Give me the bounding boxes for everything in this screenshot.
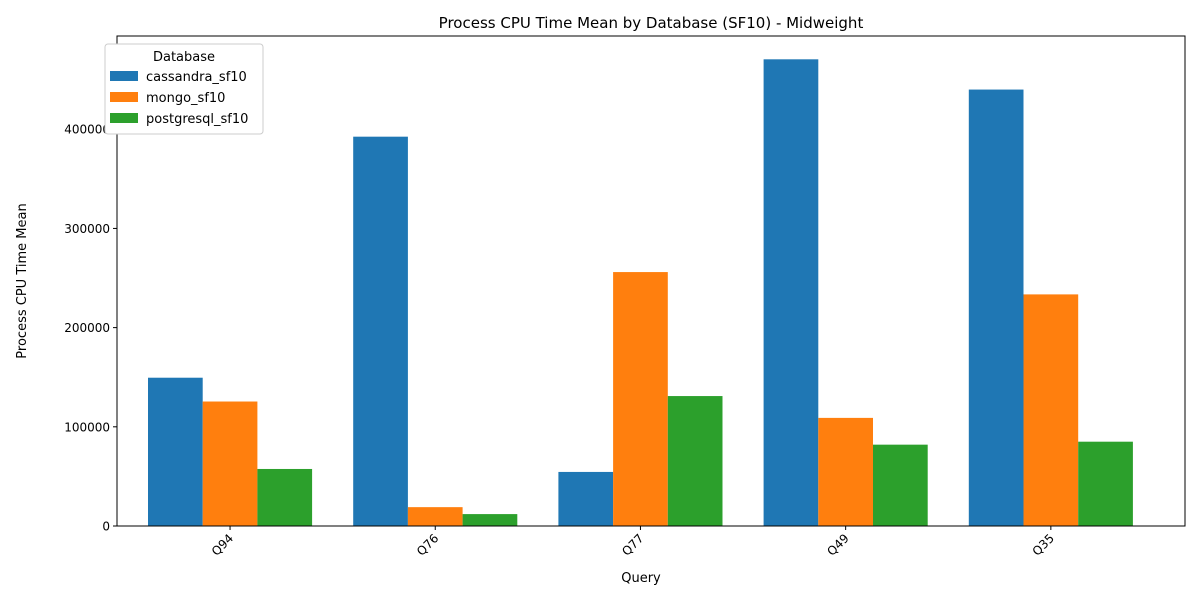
bar-cassandra_sf10-Q49 xyxy=(763,59,819,527)
legend: Database cassandra_sf10 mongo_sf10postgre… xyxy=(104,43,264,135)
bars-layer xyxy=(148,59,1133,527)
x-axis-label: Query xyxy=(621,571,661,586)
legend-swatch-mongo_sf10 xyxy=(110,92,138,102)
y-tick-label: 300000 xyxy=(64,222,110,236)
y-axis: 0 100000 200000 300000 400000 xyxy=(64,123,117,534)
legend-swatch-postgresql_sf10 xyxy=(110,113,138,123)
y-axis-label: Process CPU Time Mean xyxy=(15,203,30,358)
x-tick-label: Q35 xyxy=(1030,531,1057,558)
bar-postgresql_sf10-Q49 xyxy=(873,444,928,526)
y-tick-label: 400000 xyxy=(64,123,110,137)
x-tick-label: Q49 xyxy=(824,531,851,558)
chart-title: Process CPU Time Mean by Database (SF10)… xyxy=(439,14,864,32)
legend-label-cassandra_sf10: cassandra_sf10 xyxy=(146,70,247,85)
x-axis: Q94 Q76 Q77 Q49 Q35 xyxy=(209,526,1057,559)
bar-postgresql_sf10-Q77 xyxy=(667,396,723,526)
y-tick-label: 200000 xyxy=(64,321,110,335)
y-tick-label: 100000 xyxy=(64,420,110,434)
x-tick-label: Q77 xyxy=(619,531,646,558)
bar-cassandra_sf10-Q77 xyxy=(558,471,614,526)
y-tick-label: 0 xyxy=(102,520,110,534)
bar-mongo_sf10-Q94 xyxy=(202,401,258,526)
legend-swatch-cassandra_sf10 xyxy=(110,71,138,81)
bar-mongo_sf10-Q35 xyxy=(1023,294,1079,526)
bar-postgresql_sf10-Q35 xyxy=(1078,441,1133,526)
legend-label-mongo_sf10: mongo_sf10 xyxy=(146,91,225,106)
bar-mongo_sf10-Q76 xyxy=(407,507,463,526)
bar-postgresql_sf10-Q94 xyxy=(257,468,313,526)
bar-postgresql_sf10-Q76 xyxy=(462,514,518,526)
bar-cassandra_sf10-Q35 xyxy=(968,89,1024,526)
x-tick-label: Q76 xyxy=(414,531,441,558)
x-tick-label: Q94 xyxy=(209,531,236,558)
legend-box xyxy=(104,43,264,135)
legend-label-postgresql_sf10: postgresql_sf10 xyxy=(146,112,248,127)
legend-items: cassandra_sf10 mongo_sf10 postgresql_sf10 xyxy=(110,70,248,127)
bar-mongo_sf10-Q49 xyxy=(818,417,873,526)
bar-cassandra_sf10-Q76 xyxy=(353,136,408,526)
bar-cassandra_sf10-Q94 xyxy=(148,377,203,526)
plot-frame xyxy=(116,35,1186,527)
legend-title: Database xyxy=(153,50,215,65)
bar-mongo_sf10-Q77 xyxy=(613,272,668,526)
